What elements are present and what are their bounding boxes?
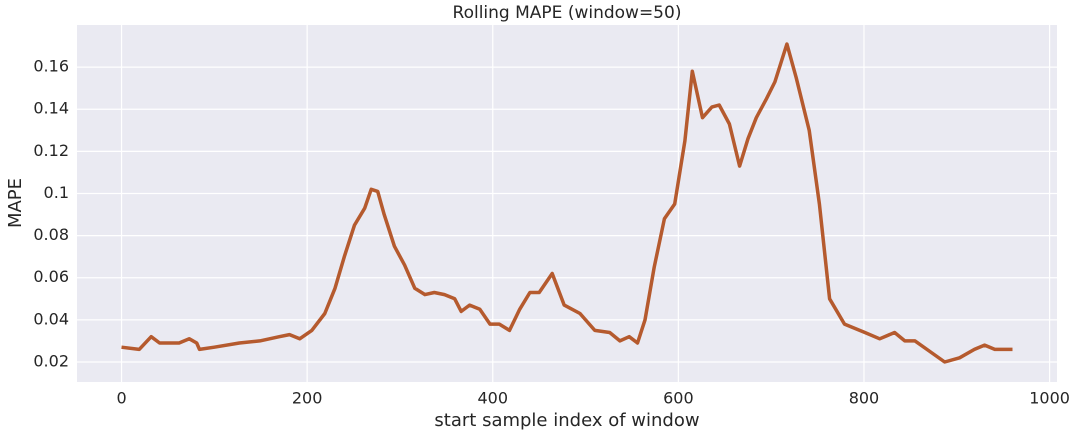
line [121,42,1013,364]
x-tick-label: 600 [663,389,694,408]
y-axis-label: MAPE [5,178,26,228]
x-tick-label: 1000 [1029,389,1070,408]
y-tick-label: 0.04 [33,309,69,328]
x-tick-label: 0 [116,389,126,408]
x-tick-label: 200 [292,389,323,408]
x-tick-label: 400 [477,389,508,408]
plot-area [77,25,1057,382]
y-tick-label: 0.14 [33,99,69,118]
chart-title: Rolling MAPE (window=50) [453,3,682,23]
y-tick-label: 0.12 [33,141,69,160]
y-tick-label: 0.02 [33,351,69,370]
y-tick-label: 0.1 [44,183,69,202]
y-tick-label: 0.06 [33,267,69,286]
y-tick-label: 0.16 [33,57,69,76]
x-tick-label: 800 [849,389,880,408]
x-axis-label: start sample index of window [434,410,699,431]
y-tick-label: 0.08 [33,225,69,244]
